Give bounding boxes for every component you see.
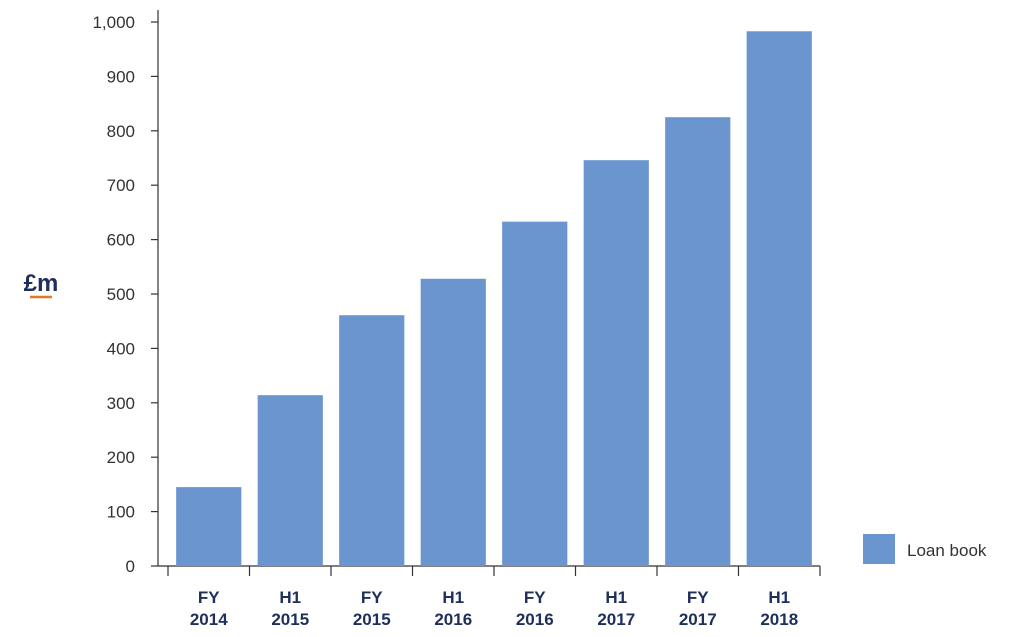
x-tick-label: FY 2017 [679, 588, 717, 629]
bar [339, 315, 405, 566]
y-tick-label: 100 [107, 503, 135, 522]
x-axis-ticks: FY 2014 H1 2015 FY 2015 H1 2016 FY 2016 H1 2017 FY 20… [167, 566, 821, 629]
bar [176, 487, 242, 566]
x-tick-label: H1 2018 [760, 588, 798, 629]
y-tick-label: 600 [107, 231, 135, 250]
x-tick-label: FY 2015 [353, 588, 391, 629]
x-tick-label: H1 2015 [271, 588, 309, 629]
y-tick-label: 700 [107, 176, 135, 195]
y-tick-label: 900 [107, 67, 135, 86]
x-tick-label-period: FY [361, 588, 383, 607]
x-tick-label-year: 2017 [597, 610, 635, 629]
y-axis-label-text: £m [24, 270, 59, 297]
x-tick-label-year: 2018 [760, 610, 798, 629]
x-tick-label-period: H1 [605, 588, 627, 607]
bar [583, 160, 649, 566]
bar [665, 117, 731, 566]
bar [420, 278, 486, 566]
y-tick-label: 800 [107, 122, 135, 141]
bars [176, 31, 812, 567]
legend-label: Loan book [907, 541, 987, 560]
y-axis-label: £m [24, 270, 59, 299]
x-tick-label-period: FY [524, 588, 546, 607]
y-tick-label: 200 [107, 448, 135, 467]
y-tick-label: 1,000 [92, 13, 135, 32]
x-tick-label-period: H1 [768, 588, 790, 607]
x-tick-label-period: FY [687, 588, 709, 607]
x-tick-label-period: H1 [442, 588, 464, 607]
y-tick-label: 300 [107, 394, 135, 413]
legend-swatch [863, 534, 895, 564]
bar [746, 31, 812, 567]
y-axis-ticks: 0 100 200 300 400 500 600 700 800 900 1,000 [92, 13, 158, 576]
x-tick-label-year: 2016 [516, 610, 554, 629]
x-tick-label-period: H1 [279, 588, 301, 607]
x-tick-label-year: 2015 [271, 610, 309, 629]
x-tick-label: FY 2016 [516, 588, 554, 629]
legend: Loan book [863, 534, 987, 564]
bar [257, 395, 323, 566]
x-tick-label-year: 2017 [679, 610, 717, 629]
y-tick-label: 400 [107, 339, 135, 358]
x-tick-label-year: 2016 [434, 610, 472, 629]
x-tick-label-year: 2014 [190, 610, 228, 629]
bar [502, 221, 568, 566]
x-tick-label: FY 2014 [190, 588, 228, 629]
y-tick-label: 500 [107, 285, 135, 304]
x-tick-label: H1 2016 [434, 588, 472, 629]
x-tick-label: H1 2017 [597, 588, 635, 629]
x-tick-label-period: FY [198, 588, 220, 607]
x-tick-label-year: 2015 [353, 610, 391, 629]
y-tick-label: 0 [126, 557, 135, 576]
